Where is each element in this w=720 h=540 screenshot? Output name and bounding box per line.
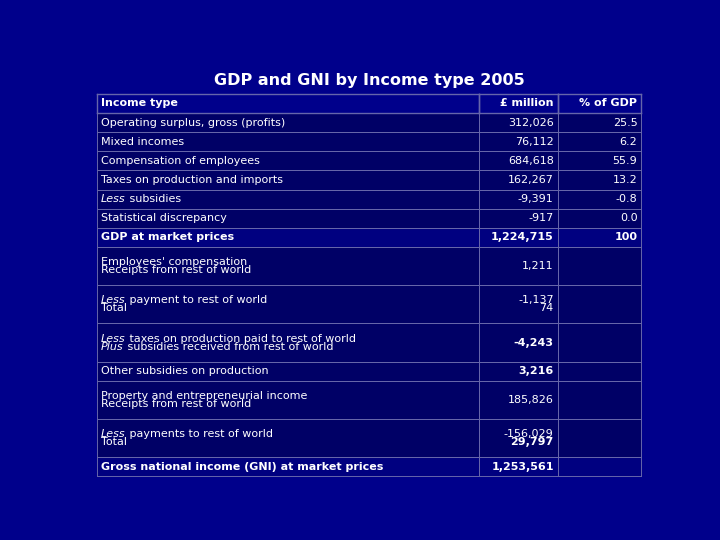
Text: Mixed incomes: Mixed incomes	[101, 137, 184, 147]
Text: -1,137: -1,137	[518, 295, 554, 305]
Bar	[480, 151, 557, 171]
Bar	[480, 285, 557, 323]
Text: 1,253,561: 1,253,561	[491, 462, 554, 472]
Bar	[480, 381, 557, 419]
Bar	[96, 94, 480, 113]
Bar	[96, 381, 480, 419]
Bar	[96, 190, 480, 208]
Bar	[96, 151, 480, 171]
Text: -4,243: -4,243	[513, 338, 554, 348]
Bar	[480, 94, 557, 113]
Bar	[480, 247, 557, 285]
Bar	[96, 171, 480, 190]
Text: 13.2: 13.2	[613, 175, 637, 185]
Text: Plus: Plus	[101, 342, 124, 352]
Bar	[480, 190, 557, 208]
Bar	[480, 132, 557, 151]
Text: Operating surplus, gross (profits): Operating surplus, gross (profits)	[101, 118, 285, 127]
Bar	[96, 457, 480, 476]
Text: Property and entrepreneurial income: Property and entrepreneurial income	[101, 391, 307, 401]
Text: 185,826: 185,826	[508, 395, 554, 405]
Bar	[557, 190, 642, 208]
Bar	[96, 228, 480, 247]
Bar	[96, 208, 480, 228]
Text: payment to rest of world: payment to rest of world	[126, 295, 267, 305]
Bar	[557, 323, 642, 362]
Text: 1,224,715: 1,224,715	[491, 232, 554, 242]
Text: Receipts from rest of world: Receipts from rest of world	[101, 265, 251, 275]
Text: £ million: £ million	[500, 98, 554, 109]
Bar	[480, 323, 557, 362]
Bar	[96, 285, 480, 323]
Text: -917: -917	[528, 213, 554, 223]
Text: Compensation of employees: Compensation of employees	[101, 156, 260, 166]
Text: Receipts from rest of world: Receipts from rest of world	[101, 399, 251, 409]
Bar	[557, 94, 642, 113]
Text: payments to rest of world: payments to rest of world	[126, 429, 273, 439]
Text: 1,211: 1,211	[522, 261, 554, 271]
Text: Other subsidies on production: Other subsidies on production	[101, 366, 269, 376]
Bar	[557, 419, 642, 457]
Text: 6.2: 6.2	[620, 137, 637, 147]
Bar	[480, 208, 557, 228]
Bar	[557, 362, 642, 381]
Text: subsidies received from rest of world: subsidies received from rest of world	[124, 342, 333, 352]
Text: -156,029: -156,029	[504, 429, 554, 439]
Text: % of GDP: % of GDP	[580, 98, 637, 109]
Bar	[96, 362, 480, 381]
Bar	[557, 457, 642, 476]
Bar	[557, 285, 642, 323]
Text: Less: Less	[101, 429, 126, 439]
Bar	[557, 151, 642, 171]
Text: 100: 100	[614, 232, 637, 242]
Text: 25.5: 25.5	[613, 118, 637, 127]
Text: 0.0: 0.0	[620, 213, 637, 223]
Bar	[557, 113, 642, 132]
Text: 312,026: 312,026	[508, 118, 554, 127]
Text: Less: Less	[101, 194, 126, 204]
Text: Gross national income (GNI) at market prices: Gross national income (GNI) at market pr…	[101, 462, 384, 472]
Bar	[557, 228, 642, 247]
Bar	[557, 132, 642, 151]
Text: 684,618: 684,618	[508, 156, 554, 166]
Text: Total: Total	[101, 437, 127, 447]
Bar	[96, 132, 480, 151]
Bar	[480, 419, 557, 457]
Text: 74: 74	[539, 303, 554, 313]
Bar	[557, 171, 642, 190]
Text: 3,216: 3,216	[518, 366, 554, 376]
Bar	[557, 381, 642, 419]
Text: GDP and GNI by Income type 2005: GDP and GNI by Income type 2005	[214, 73, 524, 88]
Text: taxes on production paid to rest of world: taxes on production paid to rest of worl…	[126, 334, 359, 343]
Text: subsidies: subsidies	[126, 194, 181, 204]
Bar	[96, 113, 480, 132]
Text: Less: Less	[101, 295, 126, 305]
Text: Income type: Income type	[101, 98, 178, 109]
Bar	[96, 323, 480, 362]
Bar	[480, 113, 557, 132]
Text: -9,391: -9,391	[518, 194, 554, 204]
Text: GDP at market prices: GDP at market prices	[101, 232, 234, 242]
Text: Statistical discrepancy: Statistical discrepancy	[101, 213, 227, 223]
Text: Taxes on production and imports: Taxes on production and imports	[101, 175, 283, 185]
Text: 162,267: 162,267	[508, 175, 554, 185]
Text: 55.9: 55.9	[613, 156, 637, 166]
Bar	[480, 228, 557, 247]
Text: Employees' compensation: Employees' compensation	[101, 257, 248, 267]
Text: 76,112: 76,112	[515, 137, 554, 147]
Bar	[480, 457, 557, 476]
Bar	[96, 247, 480, 285]
Bar	[557, 247, 642, 285]
Text: -0.8: -0.8	[616, 194, 637, 204]
Bar	[480, 362, 557, 381]
Text: Less: Less	[101, 334, 126, 343]
Text: Total: Total	[101, 303, 127, 313]
Text: 29,797: 29,797	[510, 437, 554, 447]
Bar	[480, 171, 557, 190]
Bar	[557, 208, 642, 228]
Bar	[96, 419, 480, 457]
